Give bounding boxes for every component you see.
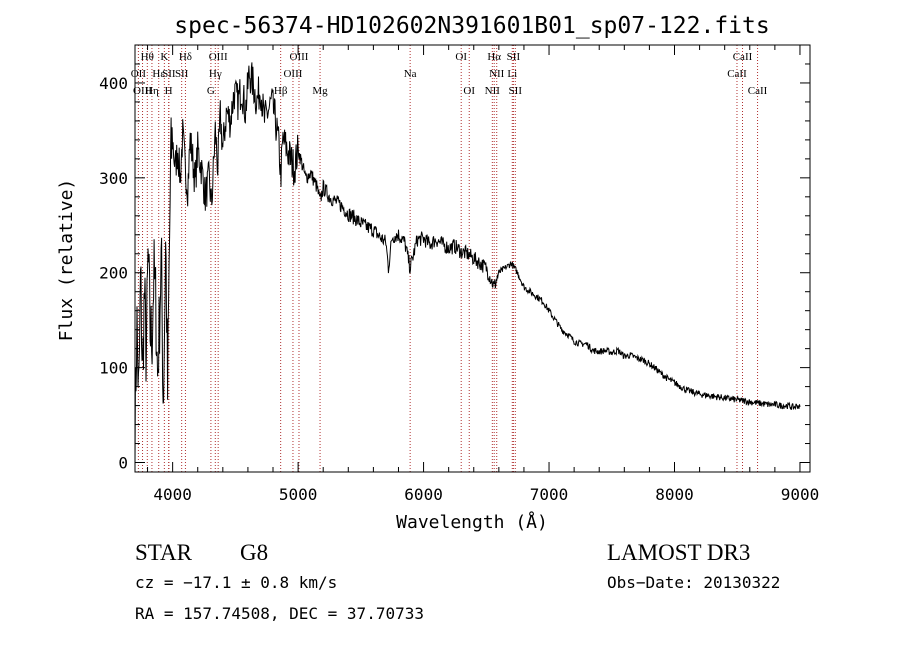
line-label-0: Hθ bbox=[141, 51, 154, 63]
y-tick-label: 200 bbox=[99, 264, 128, 283]
line-label-10: OIII bbox=[209, 51, 228, 63]
line-label-4: Hε bbox=[152, 68, 165, 80]
line-label-16: Mg bbox=[312, 85, 328, 97]
line-label-5: K bbox=[160, 51, 168, 63]
line-label-9: SII bbox=[175, 68, 189, 80]
line-label-21: NII bbox=[489, 68, 505, 80]
spectral-line-labels: HθOIIOIIIHηHεKSIIHHδSIIOIIIHγGOIIIOIIIHβ… bbox=[131, 51, 768, 97]
line-label-14: OIII bbox=[283, 68, 302, 80]
x-tick-label: 6000 bbox=[404, 485, 443, 504]
x-axis-label: Wavelength (Å) bbox=[396, 511, 548, 533]
x-tick-label: 4000 bbox=[153, 485, 192, 504]
object-class: STAR bbox=[135, 540, 193, 565]
y-axis-ticks: 0 100 200 300 400 bbox=[99, 44, 810, 473]
line-label-1: OII bbox=[131, 68, 147, 80]
y-tick-label: 400 bbox=[99, 74, 128, 93]
x-tick-label: 8000 bbox=[655, 485, 694, 504]
spectrum-line bbox=[134, 62, 801, 463]
y-tick-label: 0 bbox=[118, 454, 128, 473]
y-tick-label: 300 bbox=[99, 169, 128, 188]
line-label-13: OIII bbox=[290, 51, 309, 63]
line-label-2: OIII bbox=[133, 85, 152, 97]
line-label-28: CaII bbox=[748, 85, 768, 97]
x-tick-label: 7000 bbox=[530, 485, 569, 504]
y-tick-label: 100 bbox=[99, 359, 128, 378]
line-label-11: Hγ bbox=[209, 68, 222, 80]
line-label-3: Hη bbox=[145, 85, 159, 97]
line-label-17: Na bbox=[404, 68, 417, 80]
line-label-19: OI bbox=[463, 85, 475, 97]
line-label-8: Hδ bbox=[179, 51, 192, 63]
line-label-18: OI bbox=[455, 51, 467, 63]
line-label-27: CaII bbox=[727, 68, 747, 80]
line-label-22: NII bbox=[485, 85, 501, 97]
line-label-24: Li bbox=[507, 68, 517, 80]
observation-date: Obs−Date: 20130322 bbox=[607, 573, 780, 592]
x-tick-label: 5000 bbox=[279, 485, 318, 504]
line-label-20: Hα bbox=[487, 51, 501, 63]
plot-frame bbox=[134, 44, 811, 473]
subclass: G8 bbox=[240, 540, 268, 565]
spectrum-layer bbox=[134, 62, 801, 463]
coordinates: RA = 157.74508, DEC = 37.70733 bbox=[135, 604, 424, 623]
line-label-26: CaII bbox=[733, 51, 753, 63]
line-label-12: G bbox=[207, 85, 215, 97]
x-tick-label: 9000 bbox=[781, 485, 820, 504]
line-label-6: SII bbox=[162, 68, 176, 80]
x-axis-ticks: 4000 5000 6000 7000 8000 9000 bbox=[147, 45, 820, 504]
y-axis-label: Flux (relative) bbox=[56, 179, 77, 342]
redshift-cz: cz = −17.1 ± 0.8 km/s bbox=[135, 573, 337, 592]
survey-name: LAMOST DR3 bbox=[607, 540, 750, 565]
chart-title: spec-56374-HD102602N391601B01_sp07-122.f… bbox=[174, 13, 769, 39]
line-label-15: Hβ bbox=[274, 85, 288, 97]
line-label-25: SII bbox=[509, 85, 523, 97]
line-label-7: H bbox=[165, 85, 173, 97]
line-label-23: SII bbox=[507, 51, 521, 63]
